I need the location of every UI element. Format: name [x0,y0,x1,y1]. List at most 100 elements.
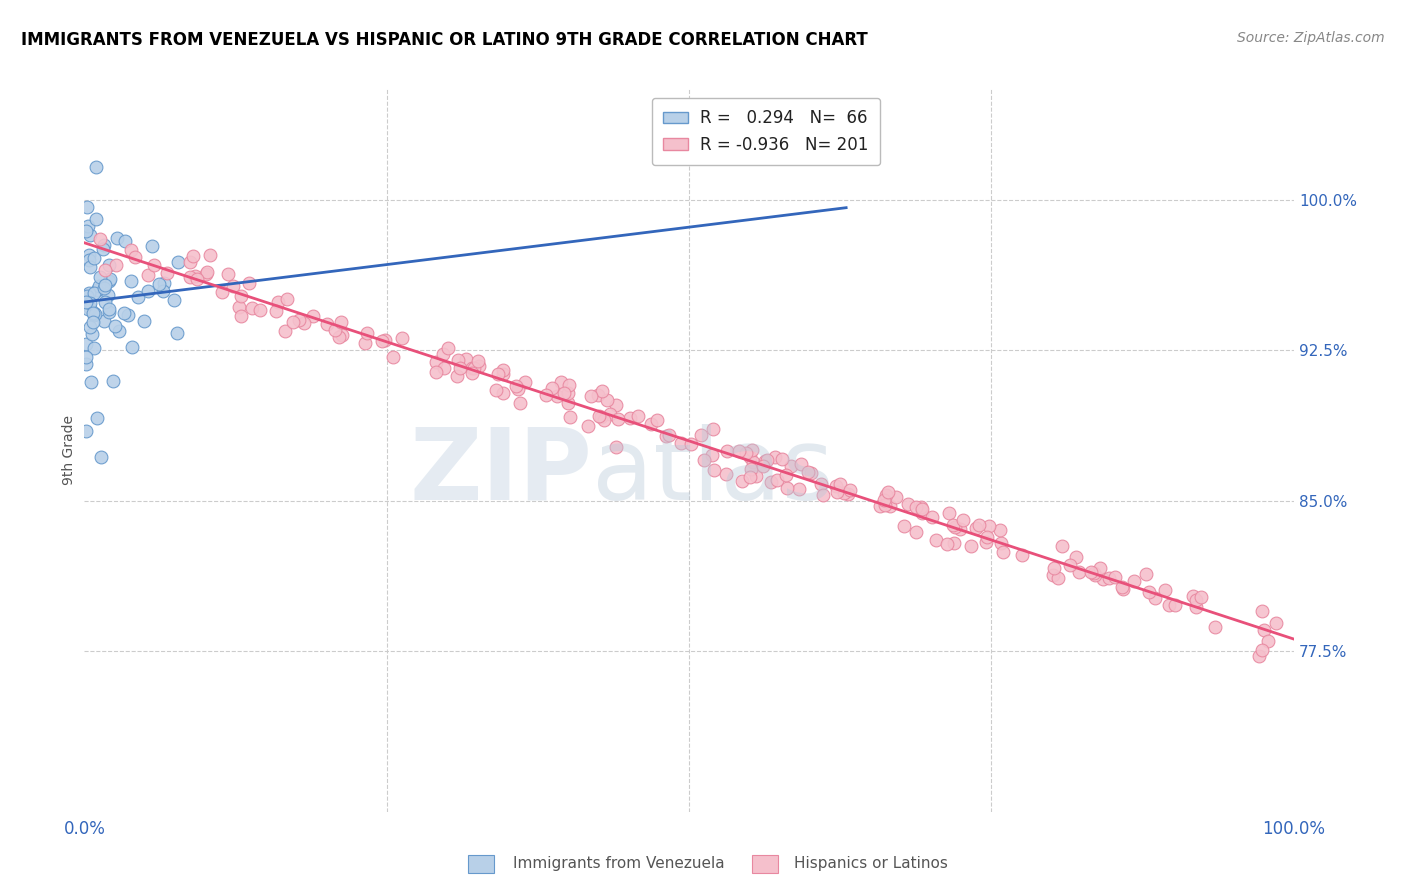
Point [941,518,963,533]
Point [117,308,139,322]
Point [586,388,609,402]
Point [104,258,127,272]
Point [591,384,613,398]
Point [90,450,112,464]
Point [1080,565,1102,579]
Point [839,483,862,498]
Point [810,476,832,491]
Point [446,368,468,383]
Point [136,268,159,283]
Point [121,340,143,354]
Point [231,289,253,303]
Point [640,417,662,431]
Point [745,468,768,483]
Point [1154,582,1177,597]
Point [703,463,725,477]
Point [990,535,1012,549]
Point [281,315,304,329]
Point [456,352,478,367]
Point [75,337,97,351]
Point [166,326,188,340]
Point [292,316,315,330]
Point [468,359,491,373]
Point [952,513,974,527]
Point [79,260,101,274]
Point [492,386,515,401]
Point [553,385,575,400]
Point [354,335,377,350]
Point [467,354,489,368]
Point [194,267,217,281]
Point [75,424,97,438]
Point [897,496,920,510]
Point [740,461,762,475]
Point [751,458,773,473]
Point [179,255,201,269]
Point [1011,548,1033,562]
Point [508,382,530,396]
Point [690,428,713,442]
Point [486,367,509,381]
Text: IMMIGRANTS FROM VENEZUELA VS HISPANIC OR LATINO 9TH GRADE CORRELATION CHART: IMMIGRANTS FROM VENEZUELA VS HISPANIC OR… [21,31,868,49]
Point [599,407,621,421]
Point [1111,580,1133,594]
Point [593,412,616,426]
Point [741,443,763,458]
Point [97,258,120,272]
Point [605,440,627,454]
Point [825,484,848,499]
Point [198,248,221,262]
Point [579,389,602,403]
Point [557,386,579,401]
Point [1184,600,1206,615]
Point [93,281,115,295]
Point [79,228,101,243]
Point [1247,649,1270,664]
Point [754,454,776,468]
Point [112,306,135,320]
Point [75,350,97,364]
Point [974,534,997,549]
Point [93,238,115,252]
Point [837,487,859,501]
Point [114,234,136,248]
Point [558,377,581,392]
Point [879,499,901,513]
Point [988,523,1011,537]
Point [728,444,751,458]
Point [775,467,797,482]
Point [770,452,793,467]
Point [432,346,454,360]
Point [274,325,297,339]
Text: Hispanics or Latinos: Hispanics or Latinos [794,856,948,871]
Point [120,274,142,288]
Point [763,450,786,465]
Point [910,502,932,516]
Point [82,315,104,329]
Point [1067,566,1090,580]
Point [153,276,176,290]
Text: ZIP: ZIP [409,424,592,521]
Point [1104,570,1126,584]
Point [124,251,146,265]
Point [301,309,323,323]
Point [136,284,159,298]
Point [83,308,105,322]
Point [1135,566,1157,581]
Point [91,242,114,256]
Point [79,286,101,301]
Point [921,509,943,524]
Point [228,300,250,314]
Point [925,533,948,548]
Point [515,375,537,389]
Point [557,396,579,410]
Point [323,323,346,337]
Point [120,244,142,258]
Point [960,539,983,553]
Point [938,506,960,520]
Point [1064,549,1087,564]
Point [828,477,851,491]
Point [134,314,156,328]
Point [179,270,201,285]
Point [875,488,897,502]
